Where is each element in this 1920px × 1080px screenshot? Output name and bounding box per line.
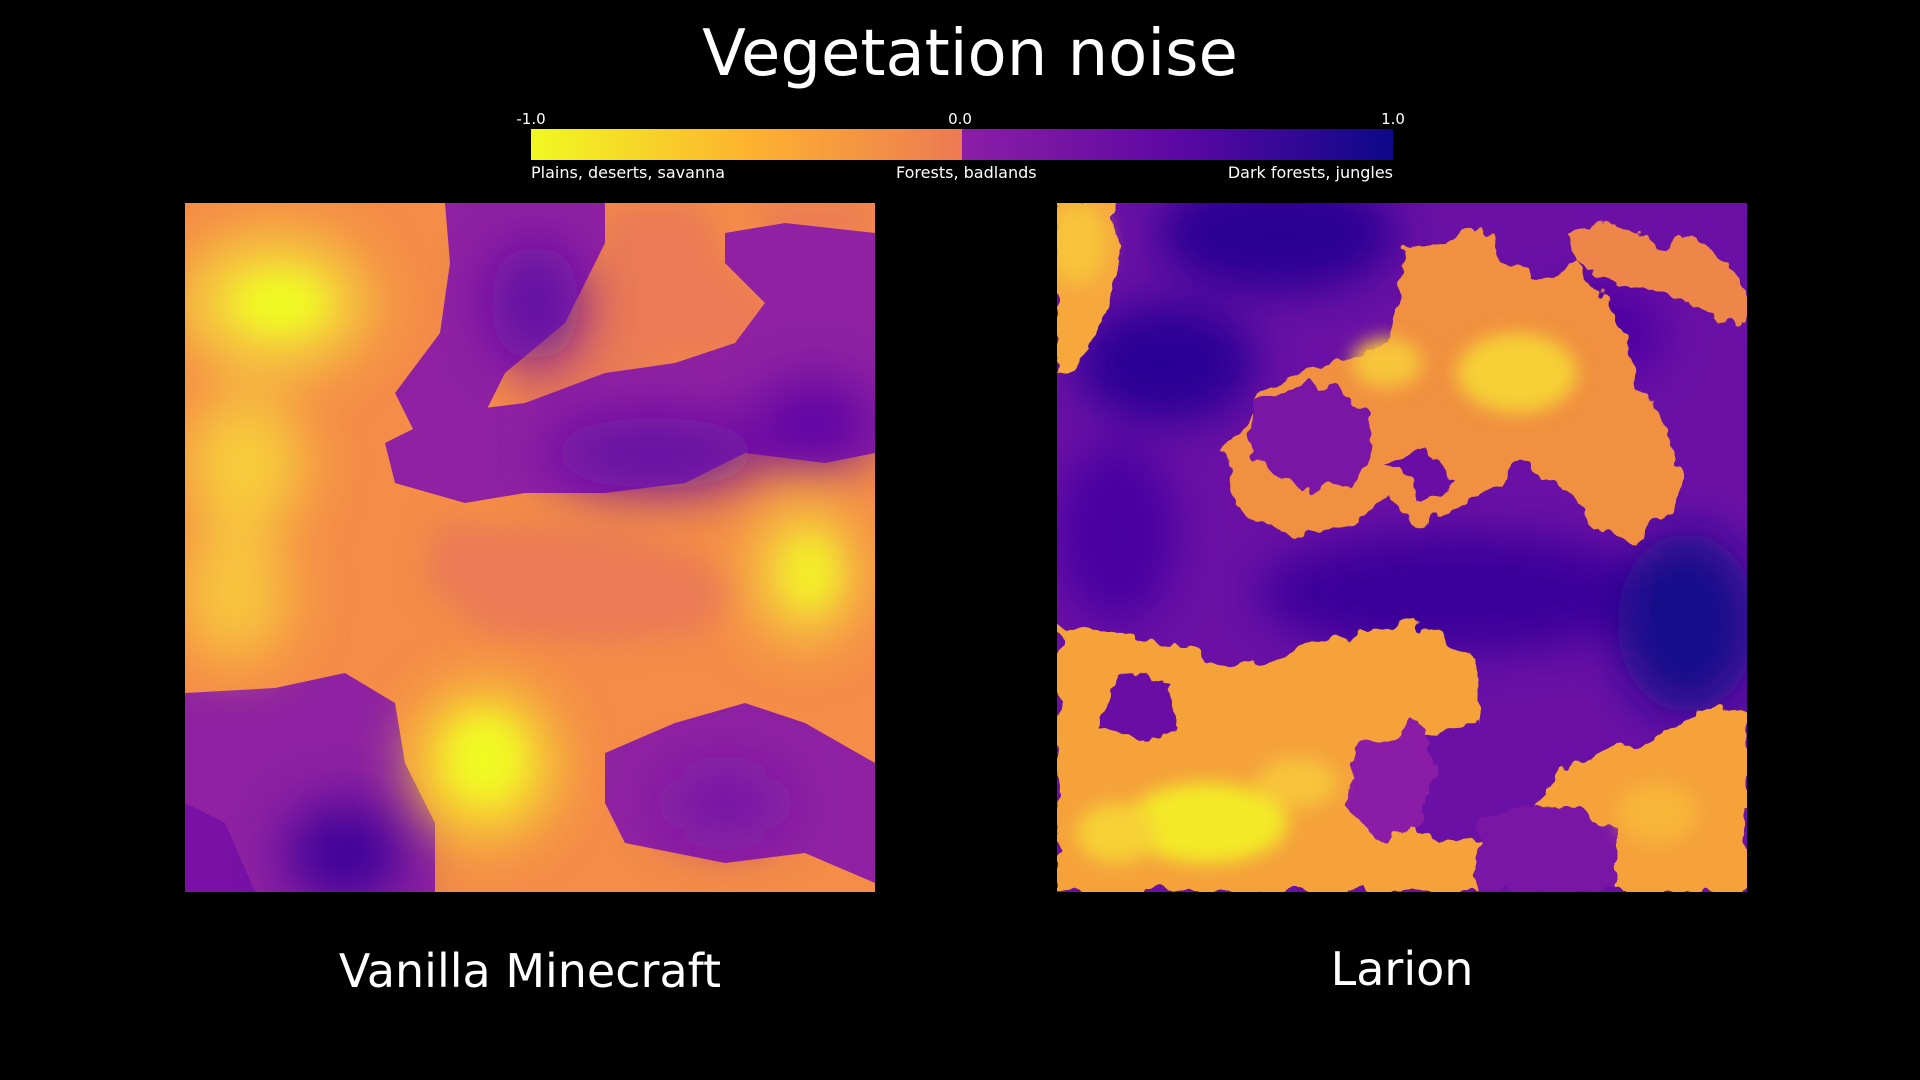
colorbar-label-mid: Forests, badlands bbox=[896, 163, 1037, 182]
colorbar-label-high: Dark forests, jungles bbox=[1227, 163, 1393, 182]
vanilla-caption: Vanilla Minecraft bbox=[338, 944, 722, 998]
vanilla-noise-map bbox=[185, 203, 875, 892]
colorbar bbox=[531, 129, 1393, 160]
colorbar-label-low: Plains, deserts, savanna bbox=[531, 163, 726, 182]
colorbar-tick-min: -1.0 bbox=[516, 110, 546, 128]
colorbar-tick-mid: 0.0 bbox=[948, 110, 972, 128]
colorbar-legend: -1.0 0.0 1.0 Plains, deserts, savanna Fo… bbox=[516, 110, 1405, 184]
chart-title: Vegetation noise bbox=[702, 17, 1238, 91]
colorbar-tick-max: 1.0 bbox=[1381, 110, 1405, 128]
colorbar-low-gradient bbox=[531, 129, 962, 160]
colorbar-high-gradient bbox=[962, 129, 1393, 160]
larion-noise-map bbox=[1057, 203, 1747, 892]
larion-caption: Larion bbox=[1330, 942, 1474, 996]
